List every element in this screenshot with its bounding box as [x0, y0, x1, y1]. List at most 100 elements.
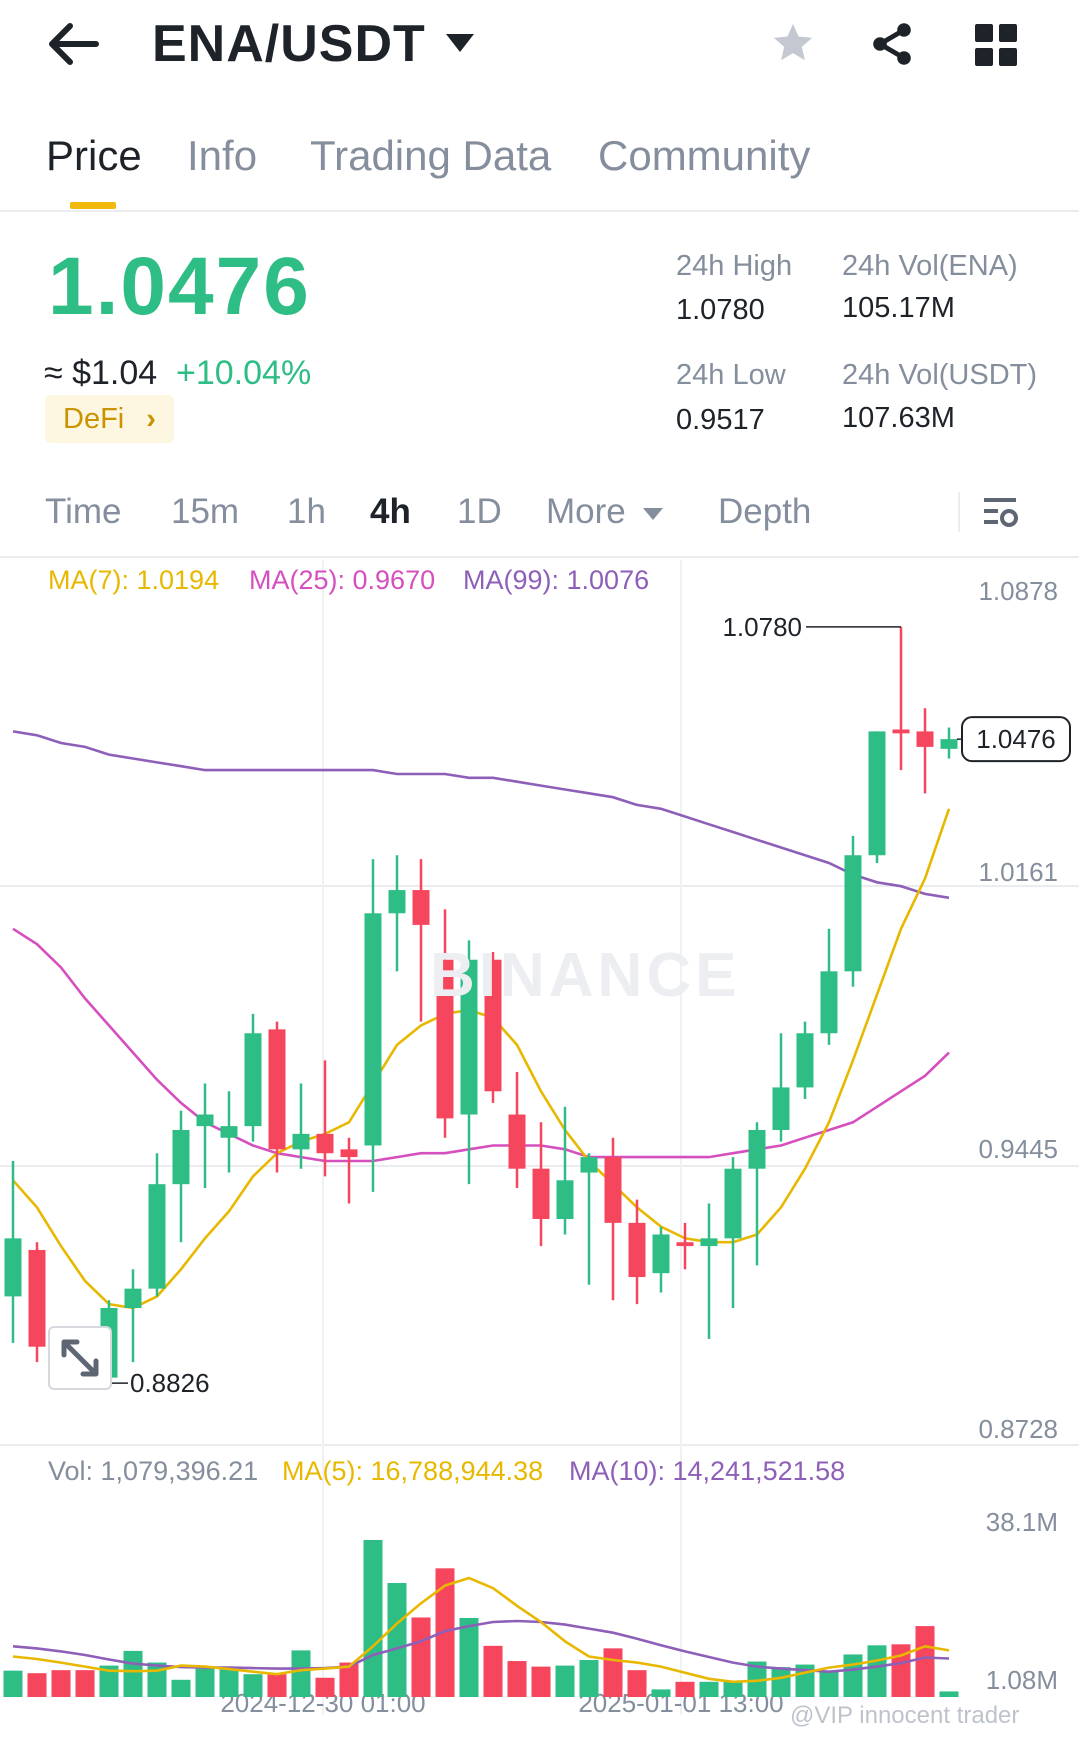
- volume-bar: [51, 1670, 71, 1697]
- low-label: 24h Low: [676, 359, 786, 391]
- candle-body: [652, 1234, 670, 1274]
- volume-bar: [75, 1670, 95, 1697]
- ma25-label: MA(25): 0.9670: [249, 565, 436, 595]
- share-icon[interactable]: [868, 20, 916, 68]
- caret-down-icon[interactable]: [446, 34, 474, 52]
- grid-menu-icon[interactable]: [975, 24, 1017, 66]
- volume-bar: [387, 1583, 407, 1697]
- favorite-star-icon[interactable]: [770, 20, 816, 66]
- candle-body: [868, 731, 886, 856]
- candle-body: [532, 1168, 550, 1219]
- volume-bar: [3, 1670, 23, 1697]
- candle-body: [916, 731, 934, 747]
- price-change-percent: +10.04%: [176, 354, 312, 392]
- volume-bar: [603, 1648, 623, 1697]
- price-axis-tick: 0.8728: [978, 1414, 1058, 1444]
- interval-more-label: More: [546, 492, 626, 531]
- interval-15m[interactable]: 15m: [171, 492, 240, 531]
- volume-bar: [291, 1650, 311, 1697]
- interval-more[interactable]: More: [546, 492, 664, 532]
- candle-body: [292, 1133, 310, 1150]
- volume-ma5-line: [12, 1576, 950, 1684]
- candle-body: [604, 1157, 622, 1223]
- volume-bar: [867, 1645, 887, 1697]
- last-price: 1.0476: [48, 241, 311, 332]
- tabs-divider: [0, 210, 1079, 212]
- interval-4h[interactable]: 4h: [370, 492, 411, 531]
- back-arrow-icon[interactable]: [48, 22, 100, 66]
- candle-body: [508, 1114, 526, 1169]
- interval-time[interactable]: Time: [45, 492, 122, 531]
- candle-body: [796, 1033, 814, 1088]
- expand-chart-button[interactable]: [48, 1326, 112, 1390]
- vol-ena-label: 24h Vol(ENA): [842, 250, 1018, 282]
- volume-bar: [99, 1665, 119, 1697]
- volume-bar: [939, 1691, 959, 1697]
- tab-trading-data[interactable]: Trading Data: [310, 132, 552, 179]
- volume-bar: [507, 1661, 527, 1697]
- binance-watermark: BINANCE: [430, 941, 741, 1010]
- candle-body: [700, 1238, 718, 1247]
- price-axis-tick: 1.0878: [978, 576, 1058, 606]
- volume-bar: [171, 1679, 191, 1697]
- candle-body: [388, 890, 406, 914]
- volume-bar: [483, 1645, 503, 1697]
- interval-1d[interactable]: 1D: [457, 492, 502, 531]
- candle-body: [412, 890, 430, 925]
- chart-settings-icon[interactable]: [980, 492, 1020, 532]
- high-value: 1.0780: [676, 294, 765, 326]
- high-label: 24h High: [676, 250, 793, 282]
- tab-depth[interactable]: Depth: [718, 492, 812, 531]
- caret-down-icon: [643, 507, 664, 520]
- candle-body: [364, 913, 382, 1146]
- candlestick-chart[interactable]: 1.08781.01610.94450.872838.1M1.08M2024-1…: [0, 560, 1079, 1730]
- ma25-line: [12, 927, 950, 1163]
- candle-body: [196, 1114, 214, 1127]
- candle-body: [4, 1238, 22, 1297]
- candle-body: [580, 1157, 598, 1173]
- candle-body: [628, 1222, 646, 1278]
- expand-icon: [61, 1339, 99, 1377]
- category-tag[interactable]: DeFi ›: [45, 395, 174, 443]
- current-price-box: [961, 716, 1071, 763]
- volume-bar: [339, 1662, 359, 1697]
- usd-price: ≈ $1.04: [44, 354, 158, 392]
- candle-body: [460, 959, 478, 1115]
- volume-bar: [843, 1654, 863, 1697]
- vol-usdt-label: 24h Vol(USDT): [842, 359, 1038, 391]
- interval-1h[interactable]: 1h: [287, 492, 326, 531]
- candle-body: [676, 1242, 694, 1247]
- ma7-line: [12, 808, 951, 1310]
- candle-body: [820, 971, 838, 1034]
- volume-bar: [915, 1626, 935, 1697]
- volume-bar: [123, 1650, 143, 1697]
- chart-divider: [0, 556, 1079, 558]
- candle-body: [316, 1133, 334, 1154]
- volume-bar: [147, 1662, 167, 1697]
- chevron-right-icon: ›: [146, 403, 156, 435]
- candle-body: [556, 1180, 574, 1219]
- watermark-text: @VIP innocent trader: [790, 1702, 1020, 1729]
- volume-bar: [267, 1674, 287, 1697]
- volume-ma10-label: MA(10): 14,241,521.58: [569, 1456, 846, 1486]
- candle-body: [148, 1184, 166, 1289]
- pair-title[interactable]: ENA/USDT: [152, 15, 426, 73]
- volume-bar: [243, 1674, 263, 1697]
- ma7-label: MA(7): 1.0194: [48, 565, 220, 595]
- candle-body: [940, 739, 958, 749]
- vol-usdt-value: 107.63M: [842, 402, 955, 434]
- price-axis-tick: 0.9445: [978, 1134, 1058, 1164]
- vol-ena-value: 105.17M: [842, 292, 955, 324]
- tab-community[interactable]: Community: [598, 132, 811, 179]
- volume-bar: [411, 1617, 431, 1697]
- tab-info[interactable]: Info: [187, 132, 258, 179]
- low-marker-label: 0.8826: [130, 1368, 210, 1398]
- volume-bar: [27, 1673, 47, 1697]
- candle-body: [892, 729, 910, 734]
- tab-price[interactable]: Price: [46, 132, 142, 179]
- ma99-line: [12, 730, 950, 900]
- current-price-label: 1.0476: [976, 724, 1056, 754]
- candle-body: [28, 1249, 46, 1347]
- candle-body: [844, 855, 862, 972]
- active-tab-indicator: [70, 202, 116, 209]
